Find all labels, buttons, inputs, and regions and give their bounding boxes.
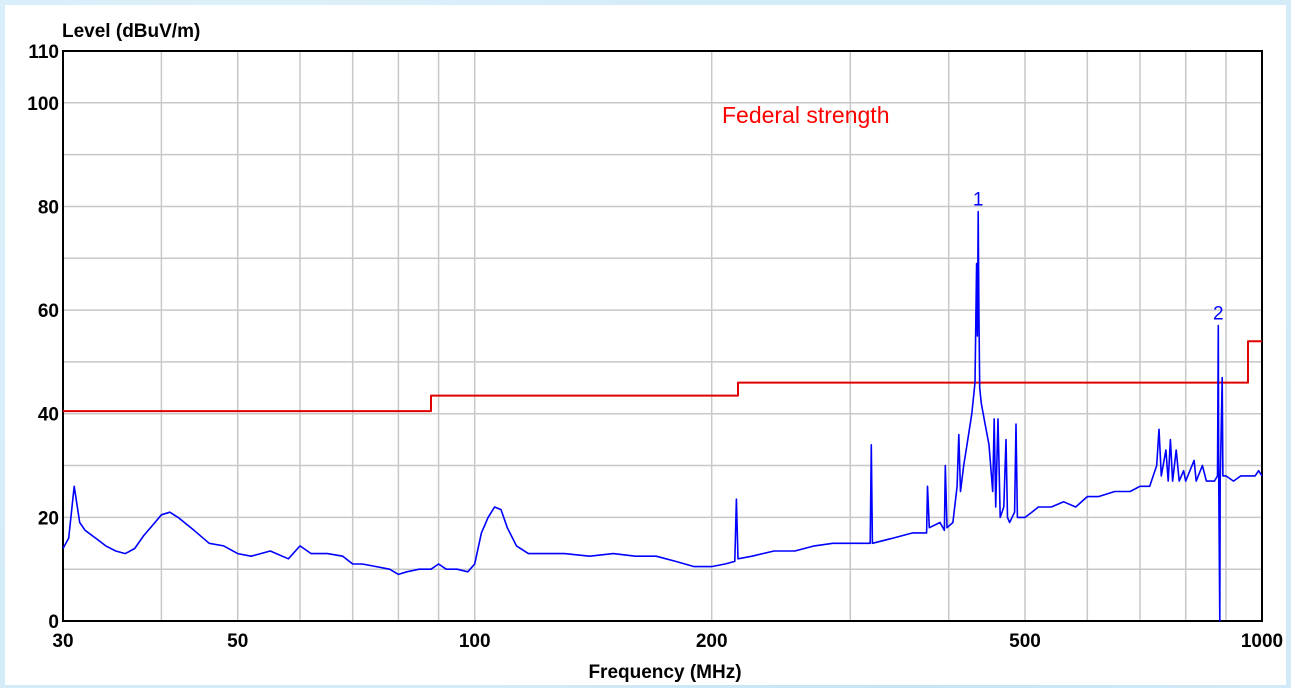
x-axis-title: Frequency (MHz) xyxy=(588,662,741,683)
plot-frame xyxy=(62,50,1263,622)
x-tick-label-30: 30 xyxy=(52,631,73,652)
grid xyxy=(62,51,1263,621)
y-axis-title: Level (dBuV/m) xyxy=(62,21,200,42)
x-tick-label-500: 500 xyxy=(1009,631,1041,652)
x-tick-label-50: 50 xyxy=(227,631,248,652)
x-tick-label-1000: 1000 xyxy=(1241,631,1283,652)
y-tick-label-100: 100 xyxy=(27,94,59,115)
y-tick-label-20: 20 xyxy=(38,508,59,529)
limit-line-federal-strength xyxy=(63,340,1262,413)
peak-marker-2: 2 xyxy=(1213,304,1224,325)
y-tick-label-40: 40 xyxy=(38,405,59,426)
x-tick-label-200: 200 xyxy=(696,631,728,652)
measurement-trace-layer xyxy=(62,210,1263,622)
y-tick-label-80: 80 xyxy=(38,198,59,219)
peak-marker-1: 1 xyxy=(973,190,984,211)
peak-markers: 12 xyxy=(973,190,1224,325)
limit-line-layer xyxy=(63,340,1262,413)
y-tick-label-0: 0 xyxy=(48,612,59,633)
measurement-trace xyxy=(62,210,1263,622)
spectrum-chart: 0 20 40 60 80 100 110 30 50 100 200 500 1000 Level (… xyxy=(27,21,1283,683)
tick-labels: 0 20 40 60 80 100 110 30 50 100 200 500 1000 xyxy=(27,42,1283,652)
chart-panel: 0 20 40 60 80 100 110 30 50 100 200 500 1000 Level (… xyxy=(5,5,1286,685)
y-tick-label-60: 60 xyxy=(38,301,59,322)
x-tick-label-100: 100 xyxy=(459,631,491,652)
y-tick-label-110: 110 xyxy=(28,42,59,63)
legend-label-federal-strength: Federal strength xyxy=(722,102,889,128)
